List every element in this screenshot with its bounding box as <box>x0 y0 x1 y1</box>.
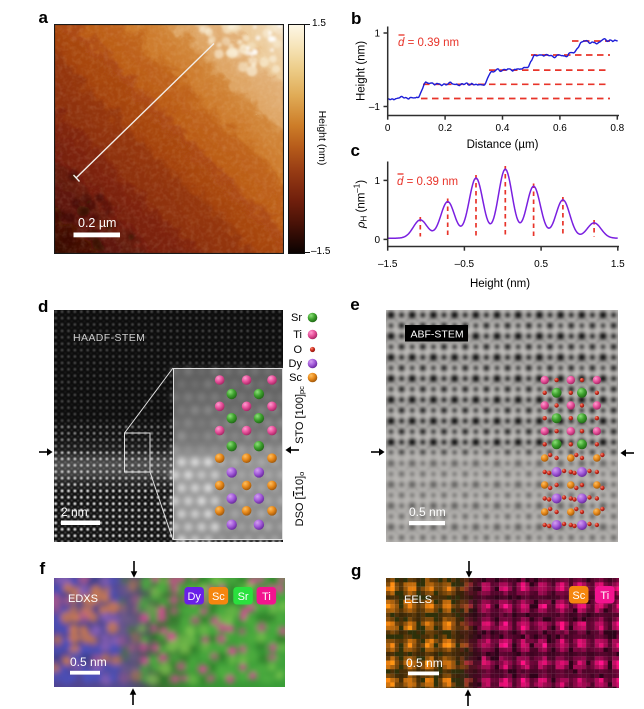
svg-text:DSO [110]o: DSO [110]o <box>294 472 306 527</box>
svg-text:O: O <box>293 344 302 356</box>
svg-text:0.4: 0.4 <box>496 123 510 134</box>
svg-text:Sc: Sc <box>572 590 585 602</box>
svg-text:Sc: Sc <box>289 372 302 384</box>
svg-text:EELS: EELS <box>404 594 432 606</box>
svg-text:Height (nm): Height (nm) <box>356 41 368 101</box>
svg-text:–1.5: –1.5 <box>378 259 398 270</box>
svg-text:0.5 nm: 0.5 nm <box>406 656 443 670</box>
svg-text:–1: –1 <box>369 102 381 113</box>
svg-text:0.5 nm: 0.5 nm <box>409 505 446 519</box>
svg-text:Sc: Sc <box>212 591 225 603</box>
svg-text:Height (nm): Height (nm) <box>316 111 328 166</box>
svg-text:Dy: Dy <box>187 591 201 603</box>
svg-text:0.5 nm: 0.5 nm <box>70 655 107 669</box>
svg-text:0.2 µm: 0.2 µm <box>78 216 116 230</box>
svg-text:1: 1 <box>374 29 380 40</box>
svg-text:Ti: Ti <box>293 329 302 341</box>
svg-text:ρH (nm–1): ρH (nm–1) <box>353 180 369 229</box>
svg-text:Ti: Ti <box>600 590 609 602</box>
svg-text:HAADF-STEM: HAADF-STEM <box>73 332 145 344</box>
svg-text:Distance (µm): Distance (µm) <box>467 139 539 151</box>
svg-text:Height (nm): Height (nm) <box>470 278 530 290</box>
svg-text:EDXS: EDXS <box>68 593 98 605</box>
svg-text:STO [100]pc: STO [100]pc <box>294 386 306 444</box>
svg-text:0: 0 <box>385 123 391 134</box>
svg-text:2 nm: 2 nm <box>61 505 88 519</box>
svg-text:0.6: 0.6 <box>553 123 567 134</box>
svg-text:1.5: 1.5 <box>611 259 625 270</box>
svg-text:Sr: Sr <box>291 312 302 324</box>
svg-text:d = 0.39 nm: d = 0.39 nm <box>397 176 458 188</box>
svg-text:1: 1 <box>374 176 380 187</box>
svg-text:d = 0.39 nm: d = 0.39 nm <box>398 37 459 49</box>
svg-text:0.5: 0.5 <box>534 259 548 270</box>
svg-text:–0.5: –0.5 <box>455 259 475 270</box>
svg-text:Dy: Dy <box>289 358 303 370</box>
svg-text:0: 0 <box>374 235 380 246</box>
svg-text:Ti: Ti <box>262 591 271 603</box>
svg-text:0.2: 0.2 <box>438 123 452 134</box>
svg-text:Sr: Sr <box>238 591 249 603</box>
svg-text:0.8: 0.8 <box>610 123 624 134</box>
svg-text:ABF-STEM: ABF-STEM <box>411 329 464 341</box>
